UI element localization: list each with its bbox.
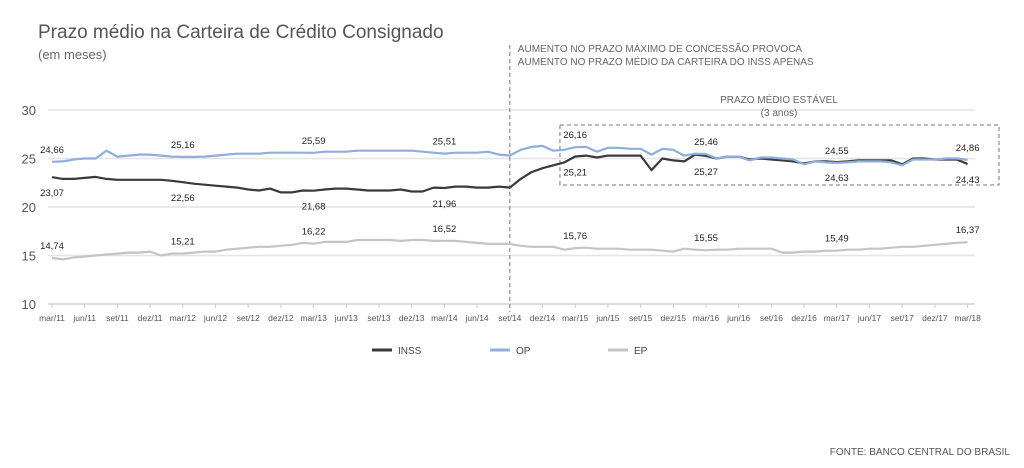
series-line-ep xyxy=(51,238,968,261)
annotation-text: AUMENTO NO PRAZO MÉDIO DA CARTEIRA DO IN… xyxy=(518,55,814,68)
x-tick-label: mar/12 xyxy=(170,313,197,323)
data-label: 15,21 xyxy=(171,236,195,247)
x-tick-label: mar/14 xyxy=(431,313,458,323)
x-tick-label: set/16 xyxy=(760,313,783,323)
data-label: 21,68 xyxy=(302,202,326,213)
legend-label: OP xyxy=(516,346,531,357)
series-line-op xyxy=(51,144,968,167)
y-tick-label: 10 xyxy=(22,297,36,312)
x-tick-label: set/17 xyxy=(891,313,914,323)
x-tick-label: dez/17 xyxy=(922,313,948,323)
data-label: 25,59 xyxy=(302,136,326,147)
data-label: 24,43 xyxy=(956,175,980,186)
x-tick-label: dez/12 xyxy=(268,313,294,323)
x-tick-label: jun/16 xyxy=(726,313,750,323)
x-tick-label: mar/18 xyxy=(954,313,981,323)
x-tick-label: set/14 xyxy=(498,313,521,323)
x-tick-label: jun/17 xyxy=(857,313,881,323)
data-label: 23,07 xyxy=(40,188,64,199)
data-label: 24,55 xyxy=(825,146,849,157)
x-tick-label: set/11 xyxy=(106,313,129,323)
x-tick-label: set/13 xyxy=(367,313,390,323)
x-tick-label: dez/15 xyxy=(661,313,687,323)
data-label: 16,22 xyxy=(302,227,326,238)
x-tick-label: jun/15 xyxy=(595,313,619,323)
data-label: 25,27 xyxy=(694,167,718,178)
data-label: 24,66 xyxy=(40,145,64,156)
x-tick-label: jun/11 xyxy=(72,313,96,323)
x-tick-label: mar/15 xyxy=(562,313,589,323)
source-note: FONTE: BANCO CENTRAL DO BRASIL xyxy=(829,447,1010,458)
legend-label: EP xyxy=(634,346,648,357)
y-tick-label: 20 xyxy=(22,200,36,215)
annotation-text: PRAZO MÉDIO ESTÁVEL xyxy=(720,93,838,106)
data-label: 25,51 xyxy=(433,137,457,148)
data-label: 25,16 xyxy=(171,140,195,151)
data-label: 24,86 xyxy=(956,143,980,154)
y-tick-label: 25 xyxy=(22,152,36,167)
y-tick-label: 15 xyxy=(22,249,36,264)
data-label: 14,74 xyxy=(40,241,64,252)
x-tick-label: dez/13 xyxy=(399,313,425,323)
data-label: 16,52 xyxy=(433,224,457,235)
data-label: 26,16 xyxy=(563,130,587,141)
data-label: 22,56 xyxy=(171,193,195,204)
chart-subtitle: (em meses) xyxy=(38,47,107,62)
annotation-text: AUMENTO NO PRAZO MÁXIMO DE CONCESSÃO PRO… xyxy=(518,42,803,55)
x-tick-label: dez/11 xyxy=(138,313,163,323)
data-label: 15,55 xyxy=(694,233,718,244)
y-tick-label: 30 xyxy=(22,103,36,118)
chart-title: Prazo médio na Carteira de Crédito Consi… xyxy=(38,22,444,43)
x-tick-label: mar/13 xyxy=(300,313,327,323)
x-tick-label: mar/16 xyxy=(693,313,720,323)
data-label: 15,76 xyxy=(563,231,587,242)
x-tick-label: dez/16 xyxy=(791,313,817,323)
data-label: 21,96 xyxy=(433,199,457,210)
x-tick-label: dez/14 xyxy=(530,313,556,323)
data-label: 25,46 xyxy=(694,137,718,148)
data-label: 25,21 xyxy=(563,167,587,178)
legend-label: INSS xyxy=(398,346,422,357)
x-tick-label: mar/11 xyxy=(39,313,65,323)
annotation-text: (3 anos) xyxy=(761,108,798,119)
data-label: 24,63 xyxy=(825,173,849,184)
x-tick-label: set/15 xyxy=(629,313,652,323)
stable-period-box xyxy=(559,124,1000,186)
x-tick-label: jun/14 xyxy=(465,313,489,323)
x-tick-label: jun/12 xyxy=(203,313,227,323)
x-tick-label: mar/17 xyxy=(824,313,851,323)
data-label: 15,49 xyxy=(825,234,849,245)
x-tick-label: set/12 xyxy=(237,313,260,323)
x-tick-label: jun/13 xyxy=(334,313,358,323)
data-label: 16,37 xyxy=(956,225,980,236)
